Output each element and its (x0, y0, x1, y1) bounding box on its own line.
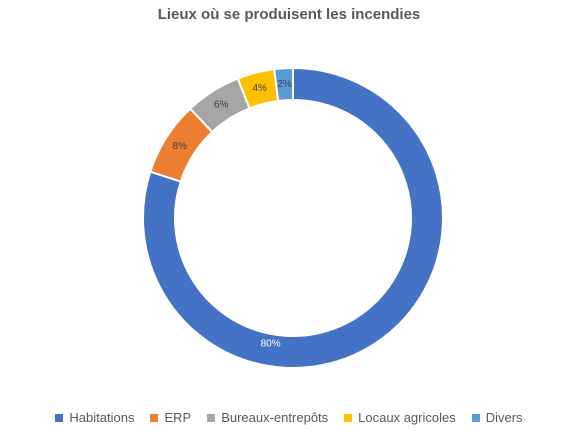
legend-label: Bureaux-entrepôts (221, 410, 329, 425)
legend-item-divers: Divers (471, 410, 523, 425)
legend-item-habitations: Habitations (55, 410, 134, 425)
legend-swatch (471, 413, 480, 422)
slice-habitations (142, 66, 444, 369)
data-label-erp: 8% (173, 141, 188, 152)
legend-swatch (150, 413, 159, 422)
legend-swatch (344, 413, 353, 422)
legend-label: Divers (485, 410, 523, 425)
legend-item-erp: ERP (150, 410, 191, 425)
legend-item-locaux-agricoles: Locaux agricoles (344, 410, 456, 425)
donut-slices (142, 66, 444, 369)
legend-item-bureaux-entrep-ts: Bureaux-entrepôts (207, 410, 328, 425)
data-label-bureaux-entrep-ts: 6% (214, 100, 229, 111)
chart-title: Lieux où se produisent les incendies (157, 6, 421, 23)
legend-label: Locaux agricoles (358, 410, 456, 425)
legend-swatch (55, 413, 64, 422)
chart-legend: Habitations ERP Bureaux-entrepôts Locaux ag… (0, 410, 578, 425)
slice-divers (273, 66, 294, 103)
legend-swatch (207, 413, 216, 422)
legend-label: Habitations (69, 410, 135, 425)
data-label-divers: 2% (277, 79, 292, 90)
data-label-locaux-agricoles: 4% (252, 83, 267, 94)
legend-label: ERP (164, 410, 192, 425)
donut-data-labels: 80% 8% 6% 4% 2% (173, 79, 292, 350)
data-label-habitations: 80% (261, 339, 281, 350)
